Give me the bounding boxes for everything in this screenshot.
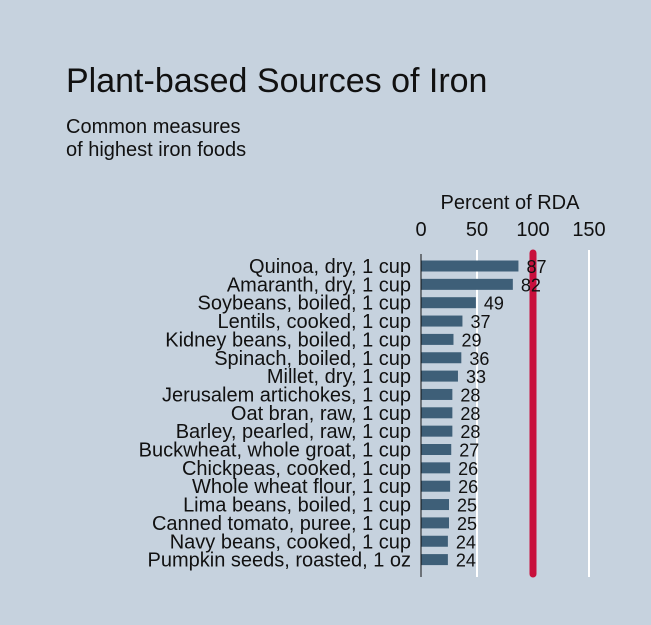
category-label: Pumpkin seeds, roasted, 1 oz: [148, 550, 411, 572]
x-tick-label: 100: [516, 219, 549, 241]
subtitle-line-2: of highest iron foods: [66, 139, 247, 161]
bar: [421, 388, 453, 400]
chart-subtitle: Common measures of highest iron foods: [66, 116, 246, 162]
category-label: Soybeans, boiled, 1 cup: [198, 293, 412, 315]
value-label: 28: [460, 404, 480, 424]
value-label: 29: [461, 330, 481, 350]
category-label: Canned tomato, puree, 1 cup: [152, 513, 411, 535]
bar: [421, 352, 462, 364]
bar: [421, 315, 463, 327]
category-label: Kidney beans, boiled, 1 cup: [165, 329, 411, 351]
value-label: 26: [458, 477, 478, 497]
value-label: 37: [470, 312, 490, 332]
x-axis: 0 50 100 150 Percent of RDA: [415, 192, 605, 241]
gridlines: [476, 250, 590, 577]
bar: [421, 480, 451, 492]
chart-title: Plant-based Sources of Iron: [66, 62, 488, 100]
bar: [421, 554, 448, 566]
value-label: 24: [456, 551, 476, 571]
bar: [421, 535, 448, 547]
bar: [421, 499, 449, 511]
category-label: Barley, pearled, raw, 1 cup: [176, 421, 411, 443]
value-label: 26: [458, 459, 478, 479]
category-label: Amaranth, dry, 1 cup: [227, 274, 411, 296]
value-label: 28: [460, 422, 480, 442]
value-label: 27: [459, 441, 479, 461]
category-label: Whole wheat flour, 1 cup: [192, 476, 411, 498]
value-label: 28: [460, 385, 480, 405]
category-label: Chickpeas, cooked, 1 cup: [182, 458, 411, 480]
bars: [421, 260, 519, 566]
bar: [421, 333, 454, 345]
category-label: Millet, dry, 1 cup: [267, 366, 411, 388]
bar: [421, 297, 476, 309]
value-label: 25: [457, 496, 477, 516]
category-label: Lentils, cooked, 1 cup: [218, 311, 411, 333]
category-label: Quinoa, dry, 1 cup: [249, 256, 411, 278]
bar: [421, 260, 519, 272]
x-axis-title: Percent of RDA: [441, 192, 581, 214]
category-label: Spinach, boiled, 1 cup: [214, 348, 411, 370]
bar: [421, 407, 453, 419]
x-tick-label: 50: [466, 219, 488, 241]
value-label: 36: [469, 349, 489, 369]
value-label: 82: [521, 275, 541, 295]
x-tick-label: 0: [415, 219, 426, 241]
category-label: Lima beans, boiled, 1 cup: [183, 495, 411, 517]
bar: [421, 517, 449, 529]
value-label: 33: [466, 367, 486, 387]
category-label: Jerusalem artichokes, 1 cup: [162, 384, 411, 406]
category-label: Navy beans, cooked, 1 cup: [170, 531, 411, 553]
value-label: 87: [526, 257, 546, 277]
value-label: 24: [456, 532, 476, 552]
bar: [421, 278, 513, 290]
category-label: Buckwheat, whole groat, 1 cup: [139, 440, 411, 462]
bar: [421, 444, 452, 455]
x-tick-label: 150: [572, 219, 605, 241]
bar: [421, 425, 453, 437]
bar: [421, 462, 451, 474]
value-label: 49: [484, 294, 504, 314]
value-label: 25: [457, 514, 477, 534]
subtitle-line-1: Common measures: [66, 116, 241, 138]
category-label: Oat bran, raw, 1 cup: [231, 403, 411, 425]
bar: [421, 370, 458, 382]
